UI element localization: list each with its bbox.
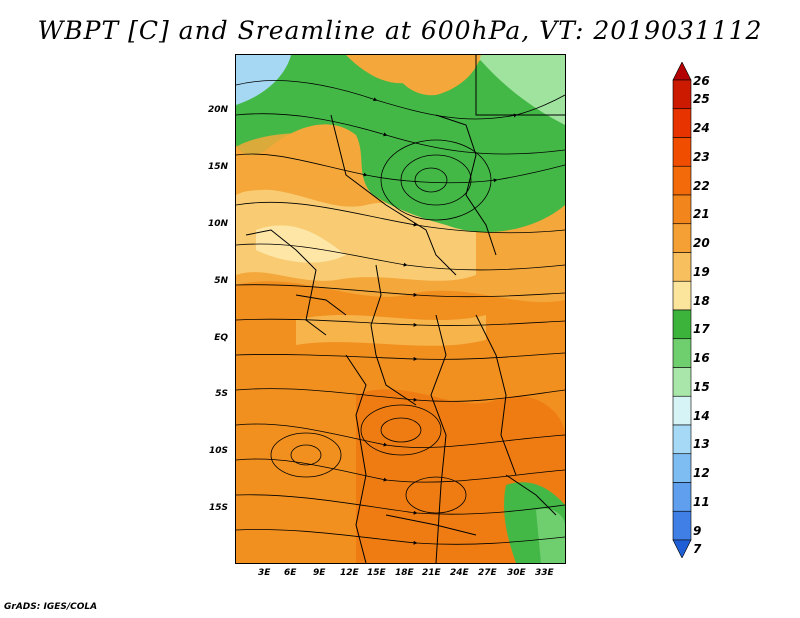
colorbar-cell xyxy=(672,338,692,368)
lon-label-18e: 18E xyxy=(395,568,414,578)
colorbar-label: 18 xyxy=(693,293,710,308)
colorbar-cell xyxy=(672,137,692,167)
colorbar-label: 13 xyxy=(693,437,710,452)
colorbar-label: 21 xyxy=(693,207,710,222)
lat-label-10n: 10N xyxy=(207,219,228,229)
lat-label-15s: 15S xyxy=(208,503,228,513)
lon-label-21e: 21E xyxy=(422,568,441,578)
colorbar-label: 16 xyxy=(693,351,710,366)
colorbar-label: 7 xyxy=(693,542,702,556)
lon-label-9e: 9E xyxy=(313,568,326,578)
lat-label-5s: 5S xyxy=(215,389,228,399)
colorbar-top-triangle xyxy=(672,62,692,81)
colorbar-cell xyxy=(672,252,692,282)
colorbar-label: 23 xyxy=(693,149,710,164)
colorbar-cell xyxy=(672,79,692,110)
plot-title: WBPT [C] and Sreamline at 600hPa, VT: 20… xyxy=(37,16,763,45)
colorbar-cell xyxy=(672,280,692,311)
colorbar-cell xyxy=(672,108,692,138)
colorbar-label: 24 xyxy=(693,121,710,136)
colorbar-label: 17 xyxy=(693,322,710,337)
colorbar-label: 11 xyxy=(693,494,710,509)
colorbar-label: 15 xyxy=(693,379,710,394)
lat-label-15n: 15N xyxy=(207,162,228,172)
lon-label-30e: 30E xyxy=(507,568,526,578)
colorbar-cell xyxy=(672,165,692,196)
lat-label-10s: 10S xyxy=(208,446,228,456)
lat-label-5n: 5N xyxy=(214,276,228,286)
colorbar-cell xyxy=(672,309,692,340)
colorbar xyxy=(672,62,692,558)
colorbar-cell xyxy=(672,395,692,426)
grads-credit: GrADS: IGES/COLA xyxy=(4,602,98,612)
colorbar-label: 14 xyxy=(693,408,710,423)
colorbar-label: 12 xyxy=(693,466,710,481)
colorbar-cell xyxy=(672,510,692,541)
lat-label-eq: EQ xyxy=(214,333,228,343)
colorbar-cell xyxy=(672,482,692,512)
lon-label-12e: 12E xyxy=(340,568,359,578)
colorbar-cell xyxy=(672,453,692,483)
lon-label-27e: 27E xyxy=(478,568,497,578)
lon-label-33e: 33E xyxy=(535,568,554,578)
wbpt-field-map xyxy=(236,55,565,563)
colorbar-label: 19 xyxy=(693,264,710,279)
colorbar-label: 9 xyxy=(693,523,702,538)
lon-label-24e: 24E xyxy=(450,568,469,578)
colorbar-bottom-triangle xyxy=(672,539,692,558)
colorbar-label: 26 xyxy=(693,74,710,88)
lon-label-6e: 6E xyxy=(284,568,297,578)
colorbar-cell xyxy=(672,424,692,455)
map-panel xyxy=(235,54,566,564)
lat-label-20n: 20N xyxy=(207,105,228,115)
colorbar-cell xyxy=(672,194,692,225)
colorbar-cell xyxy=(672,223,692,253)
colorbar-label: 22 xyxy=(693,178,710,193)
colorbar-label: 20 xyxy=(693,236,710,251)
lon-label-15e: 15E xyxy=(367,568,386,578)
colorbar-cell xyxy=(672,367,692,397)
colorbar-label: 25 xyxy=(693,92,710,107)
lon-label-3e: 3E xyxy=(258,568,271,578)
